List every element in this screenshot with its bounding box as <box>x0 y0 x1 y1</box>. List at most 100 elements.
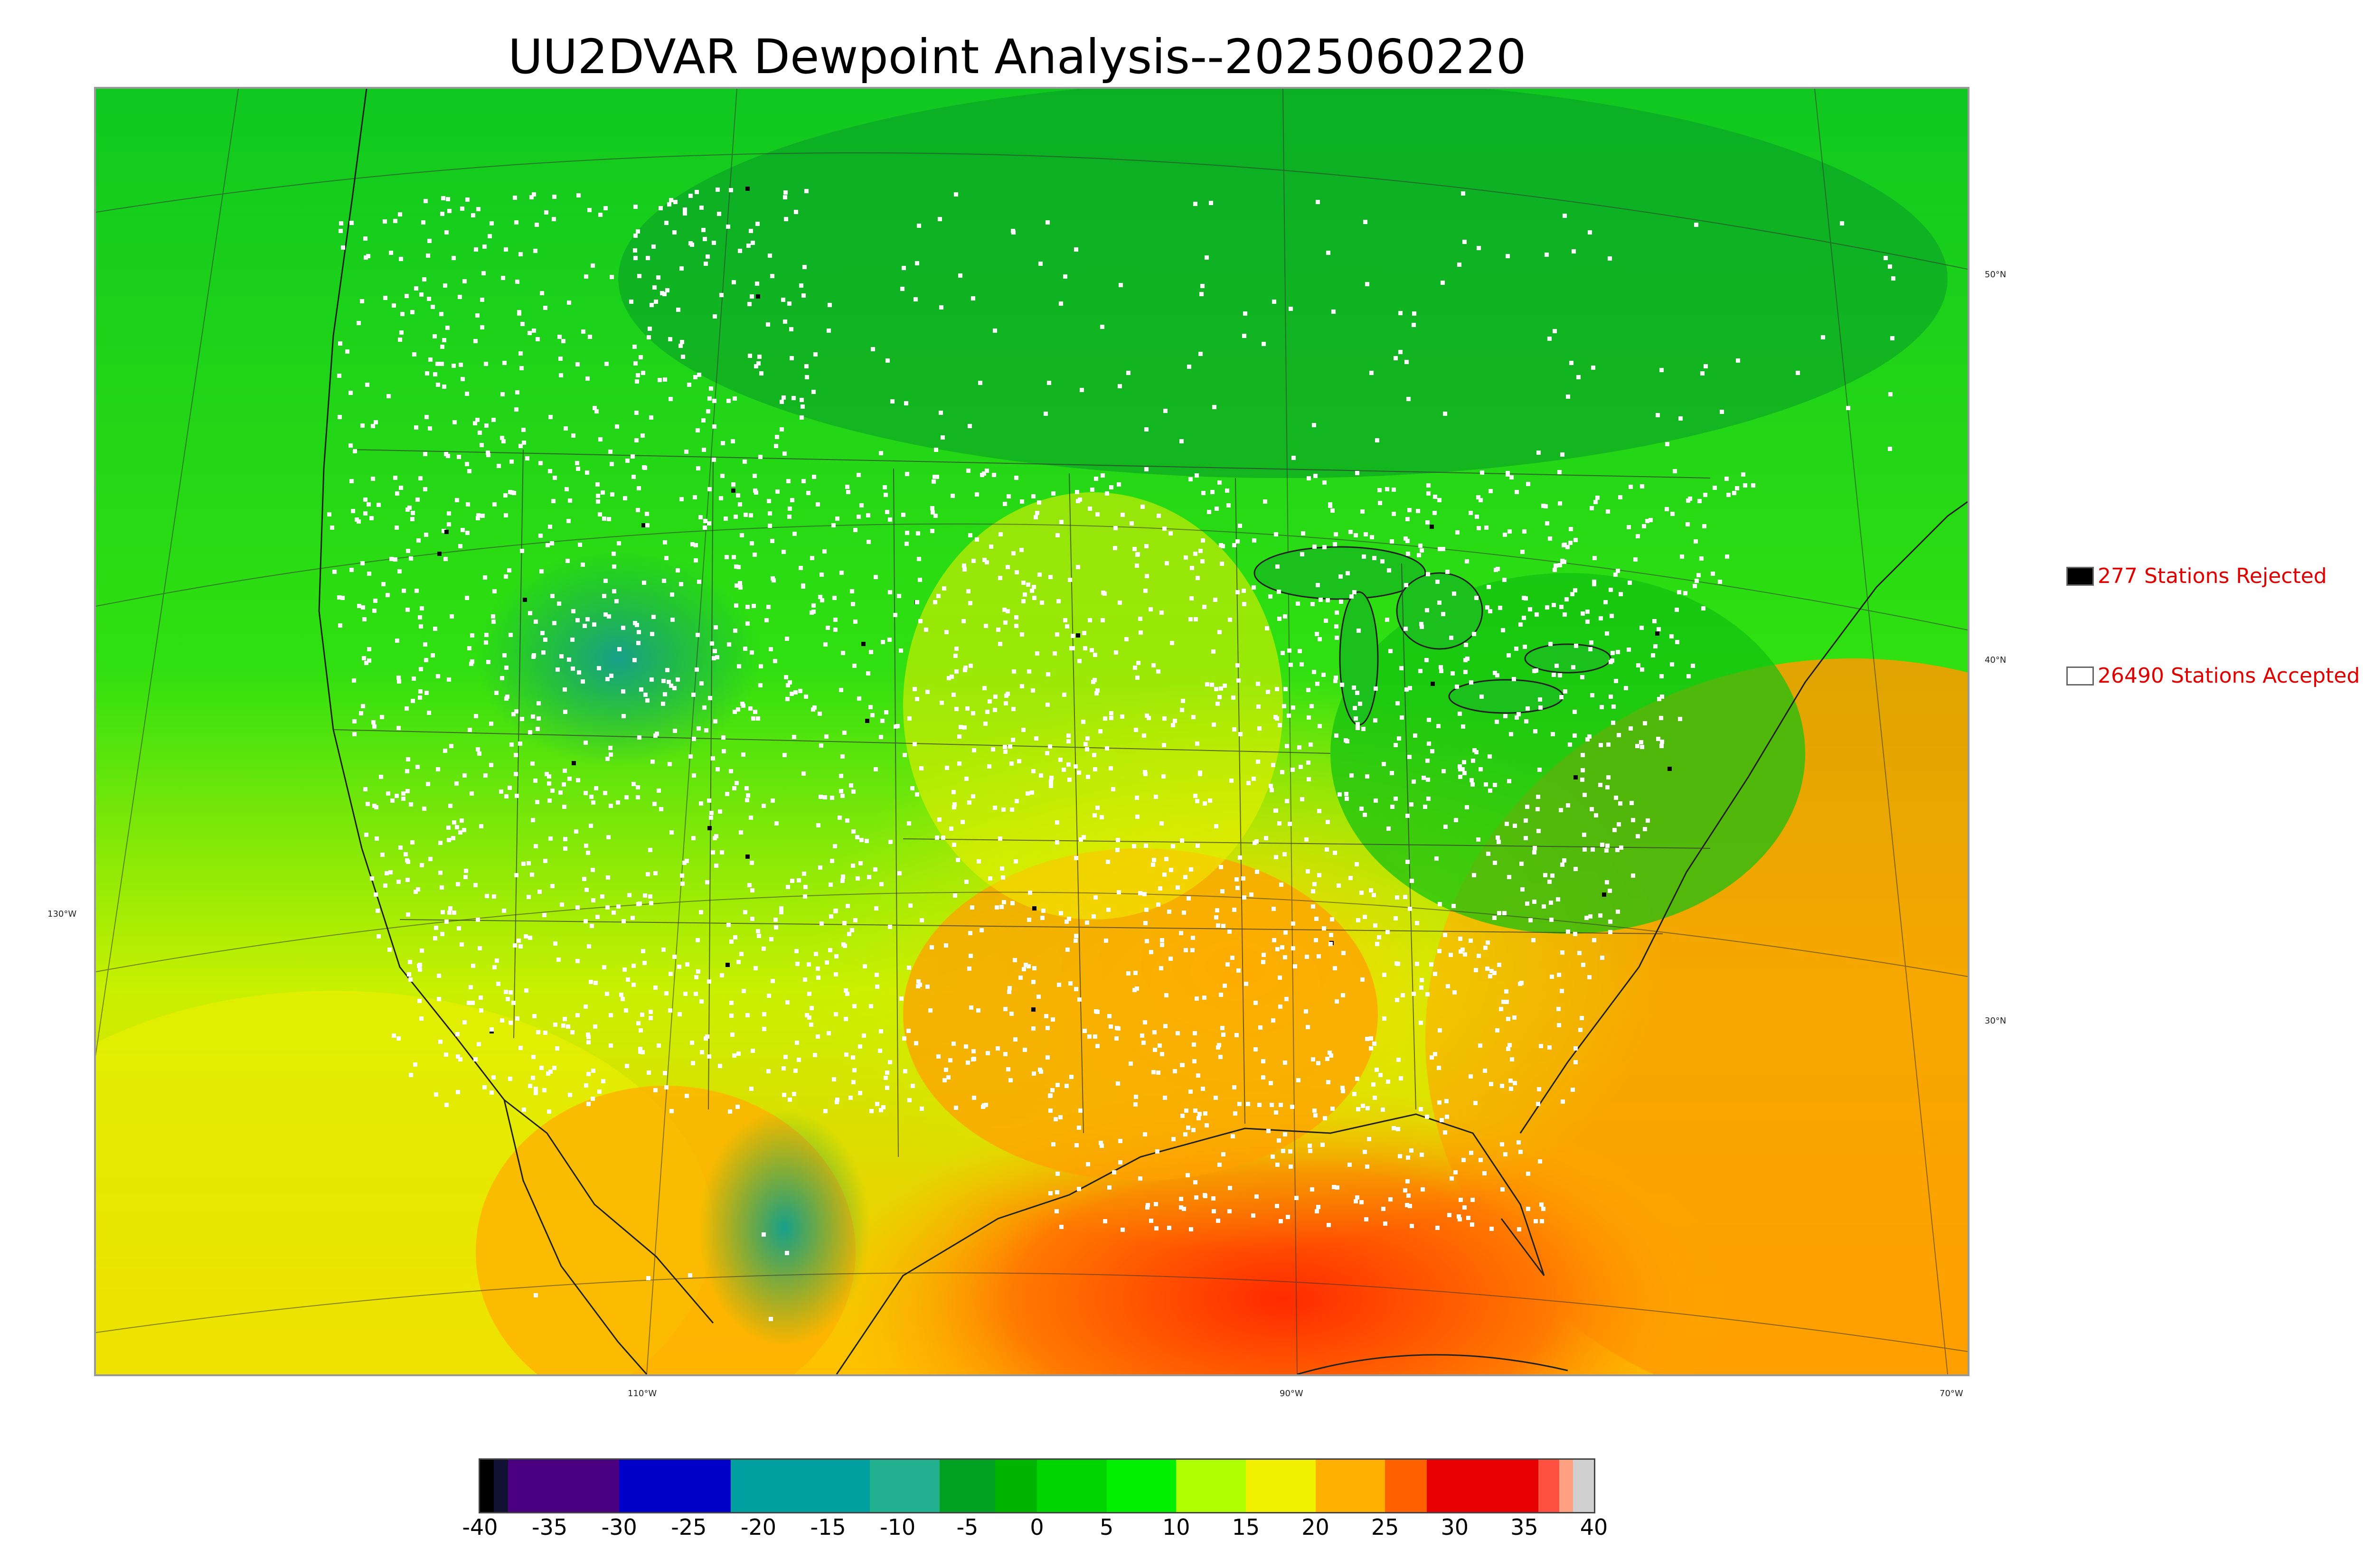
station-accepted <box>968 931 972 935</box>
station-accepted <box>1624 686 1628 690</box>
station-accepted <box>1133 971 1138 975</box>
station-accepted <box>1283 930 1288 935</box>
station-accepted <box>1212 1209 1216 1213</box>
station-accepted <box>1363 915 1367 919</box>
station-accepted <box>1307 476 1311 480</box>
station-accepted <box>1328 1051 1332 1055</box>
station-accepted <box>941 435 945 440</box>
station-accepted <box>1386 826 1391 831</box>
station-accepted <box>1326 820 1330 824</box>
station-accepted <box>749 1087 754 1091</box>
station-accepted <box>1138 891 1142 895</box>
station-accepted <box>418 615 422 620</box>
station-accepted <box>1694 539 1698 544</box>
colorbar-tick-label: -20 <box>740 1514 777 1540</box>
station-accepted <box>402 589 406 593</box>
station-accepted <box>969 1005 973 1010</box>
station-accepted <box>1394 743 1398 747</box>
station-accepted <box>939 411 943 415</box>
station-accepted <box>1608 889 1612 893</box>
station-accepted <box>736 1052 741 1056</box>
station-accepted <box>534 844 538 848</box>
station-accepted <box>1493 783 1497 787</box>
station-accepted <box>1106 908 1111 912</box>
station-accepted <box>1322 480 1327 485</box>
station-accepted <box>1312 670 1316 674</box>
station-accepted <box>1217 480 1222 485</box>
station-accepted <box>1441 612 1445 616</box>
station-accepted <box>1034 515 1038 519</box>
station-accepted <box>567 657 571 662</box>
station-accepted <box>1262 953 1266 957</box>
station-accepted <box>938 217 942 221</box>
station-accepted <box>950 675 954 679</box>
station-accepted <box>1003 750 1008 754</box>
station-accepted <box>600 894 604 899</box>
station-accepted <box>676 677 680 682</box>
station-accepted <box>480 443 484 447</box>
station-accepted <box>713 314 717 319</box>
station-accepted <box>1078 1108 1083 1113</box>
station-accepted <box>1009 1012 1014 1016</box>
station-accepted <box>993 695 998 699</box>
station-accepted <box>792 735 796 739</box>
station-accepted <box>1659 716 1663 720</box>
station-accepted <box>731 482 735 487</box>
station-accepted <box>1603 600 1608 604</box>
station-accepted <box>517 939 521 943</box>
station-accepted <box>1182 911 1186 915</box>
station-accepted <box>483 773 488 778</box>
station-accepted <box>1252 777 1256 781</box>
station-accepted <box>1518 622 1523 627</box>
station-accepted <box>1243 311 1247 316</box>
station-accepted <box>1515 490 1519 494</box>
station-accepted <box>1074 764 1078 769</box>
station-accepted <box>1472 873 1476 877</box>
station-accepted <box>847 932 851 936</box>
station-accepted <box>632 345 637 349</box>
station-accepted <box>1510 1057 1514 1061</box>
station-accepted <box>1288 822 1292 826</box>
station-accepted <box>716 188 720 192</box>
station-accepted <box>1563 543 1567 547</box>
station-accepted <box>1365 1164 1369 1169</box>
station-accepted <box>1348 876 1353 880</box>
station-accepted <box>1660 695 1664 699</box>
station-accepted <box>1563 689 1567 694</box>
station-accepted <box>1283 687 1288 691</box>
station-accepted <box>1592 556 1597 560</box>
station-accepted <box>647 1070 651 1075</box>
station-accepted <box>1408 907 1412 911</box>
station-accepted <box>709 816 713 820</box>
station-accepted <box>528 331 532 335</box>
station-accepted <box>1528 607 1532 611</box>
station-accepted <box>1598 783 1602 787</box>
station-accepted <box>1066 762 1071 767</box>
station-accepted <box>612 552 616 556</box>
station-accepted <box>650 760 655 764</box>
station-accepted <box>768 524 772 528</box>
station-accepted <box>637 274 641 278</box>
station-accepted <box>537 890 542 894</box>
station-accepted <box>1004 694 1008 698</box>
station-accepted <box>353 449 357 453</box>
station-accepted <box>812 475 816 479</box>
station-accepted <box>597 666 601 670</box>
station-accepted <box>1398 1154 1402 1158</box>
station-accepted <box>444 230 449 235</box>
station-accepted <box>349 568 354 572</box>
station-accepted <box>1403 1188 1407 1192</box>
station-accepted <box>1291 768 1295 772</box>
station-accepted <box>789 327 793 331</box>
station-accepted <box>548 836 553 841</box>
station-accepted <box>695 190 699 194</box>
station-accepted <box>1443 1130 1447 1135</box>
station-accepted <box>1412 311 1416 316</box>
station-accepted <box>1152 1030 1157 1034</box>
station-accepted <box>1460 767 1465 771</box>
station-accepted <box>1214 824 1218 828</box>
station-accepted <box>1215 702 1220 706</box>
station-accepted <box>438 871 443 875</box>
station-accepted <box>967 967 971 971</box>
station-accepted <box>591 263 595 268</box>
